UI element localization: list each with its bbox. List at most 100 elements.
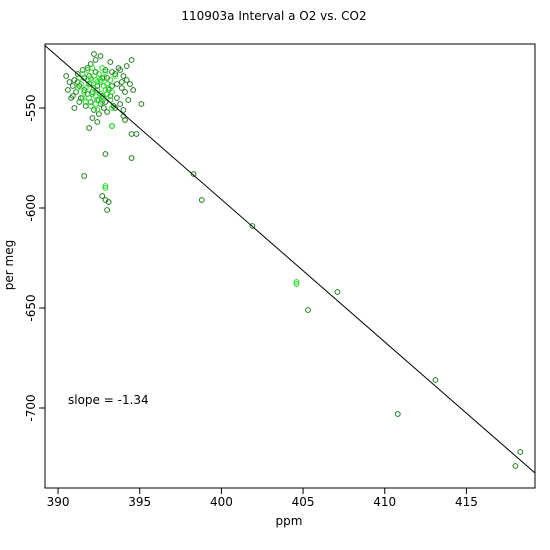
- data-point: [81, 173, 88, 179]
- slope-annotation: slope = -1.34: [68, 393, 149, 407]
- data-point: [517, 449, 524, 455]
- data-point: [123, 77, 130, 83]
- data-point: [102, 183, 109, 189]
- data-point: [432, 377, 439, 383]
- data-point: [120, 107, 127, 113]
- data-point: [109, 105, 115, 111]
- data-point: [66, 79, 73, 85]
- data-point: [92, 101, 99, 107]
- data-point: [79, 71, 86, 77]
- y-tick-label: -650: [24, 294, 38, 321]
- data-point: [89, 115, 96, 121]
- data-point: [87, 75, 94, 81]
- x-tick-label: 395: [128, 495, 151, 509]
- data-point: [109, 123, 115, 129]
- data-point: [94, 119, 101, 125]
- data-point: [122, 89, 128, 95]
- series-layer: [63, 51, 524, 469]
- data-point: [89, 65, 96, 71]
- data-point: [86, 95, 92, 101]
- data-point: [305, 307, 311, 313]
- data-point: [76, 99, 83, 105]
- x-tick-label: 405: [292, 495, 315, 509]
- data-point: [97, 79, 104, 85]
- data-point: [138, 101, 145, 107]
- data-point: [293, 281, 300, 287]
- data-point: [86, 81, 92, 87]
- data-point: [190, 171, 197, 177]
- data-point: [128, 57, 135, 63]
- data-point: [120, 73, 127, 79]
- data-point: [78, 81, 84, 87]
- data-point: [133, 131, 140, 137]
- data-point: [68, 95, 74, 101]
- data-point: [63, 73, 70, 79]
- data-point: [65, 87, 71, 93]
- data-point: [130, 87, 137, 93]
- data-point: [81, 89, 88, 95]
- y-tick-label: -600: [24, 194, 38, 221]
- data-point: [112, 105, 119, 111]
- x-tick-label: 410: [373, 495, 396, 509]
- y-tick-label: -700: [24, 394, 38, 421]
- data-point: [104, 207, 110, 213]
- data-point: [100, 75, 107, 81]
- fit-layer: [44, 45, 536, 474]
- data-point: [91, 85, 97, 91]
- y-axis: -550 -600 -650 -700: [24, 94, 45, 422]
- series-light: [74, 65, 300, 287]
- data-point: [394, 411, 401, 417]
- data-point: [109, 89, 115, 95]
- data-point: [100, 105, 107, 111]
- data-point: [118, 79, 125, 85]
- data-point: [79, 95, 86, 101]
- data-point: [74, 85, 81, 91]
- data-point: [100, 95, 107, 101]
- data-point: [91, 107, 97, 113]
- data-point: [334, 289, 341, 295]
- data-point: [84, 67, 91, 73]
- data-point: [117, 67, 123, 73]
- data-point: [92, 77, 99, 83]
- x-tick-label: 390: [47, 495, 70, 509]
- fit-line: [44, 45, 536, 474]
- data-point: [97, 91, 104, 97]
- data-point: [114, 81, 120, 87]
- data-point: [97, 53, 104, 59]
- data-point: [82, 99, 89, 105]
- data-point: [94, 107, 101, 113]
- data-point: [87, 103, 94, 109]
- data-point: [92, 57, 99, 63]
- x-tick-label: 400: [210, 495, 233, 509]
- data-point: [107, 59, 114, 65]
- data-point: [89, 91, 96, 97]
- data-point: [102, 151, 109, 157]
- data-point: [104, 109, 110, 115]
- x-tick-label: 415: [455, 495, 478, 509]
- data-point: [249, 223, 256, 229]
- data-point: [102, 69, 109, 75]
- data-point: [126, 81, 133, 87]
- data-point: [109, 69, 115, 75]
- data-point: [293, 279, 300, 285]
- data-point: [123, 63, 130, 69]
- data-point: [128, 131, 135, 137]
- data-point: [198, 197, 205, 203]
- y-tick-label: -550: [24, 94, 38, 121]
- chart-title: 110903a Interval a O2 vs. CO2: [181, 9, 366, 23]
- data-point: [512, 463, 519, 469]
- data-point: [91, 51, 97, 57]
- data-point: [104, 81, 110, 87]
- data-point: [99, 65, 106, 71]
- data-point: [128, 155, 135, 161]
- data-point: [105, 199, 112, 205]
- plot-frame: [44, 43, 536, 489]
- data-point: [117, 101, 123, 107]
- x-axis: 390 395 400 405 410 415: [47, 488, 478, 509]
- data-point: [125, 97, 132, 103]
- data-point: [99, 193, 106, 199]
- data-point: [112, 73, 119, 79]
- data-point: [107, 77, 114, 83]
- data-point: [102, 185, 109, 191]
